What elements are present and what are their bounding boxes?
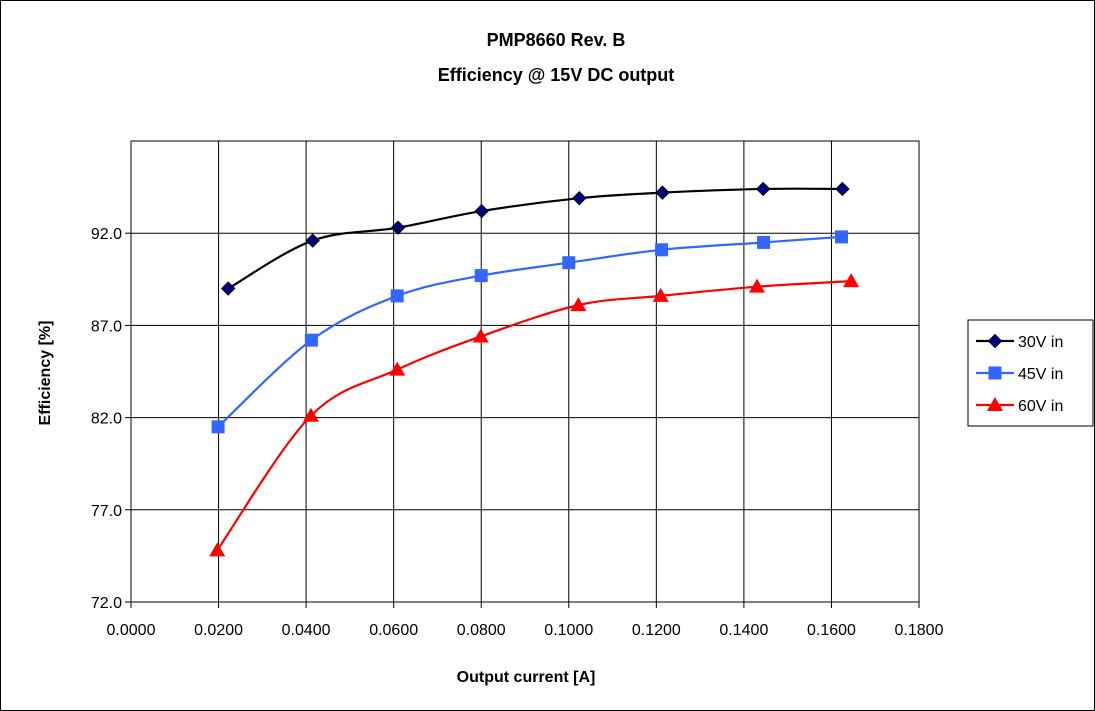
data-point (655, 243, 668, 256)
y-tick-label: 92.0 (91, 226, 122, 243)
x-tick-label: 0.1200 (632, 622, 681, 639)
x-tick-label: 0.1400 (719, 622, 768, 639)
data-point (757, 236, 770, 249)
y-axis-title: Efficiency [%] (37, 321, 54, 426)
data-point (562, 256, 575, 269)
data-point (835, 230, 848, 243)
legend-label: 60V in (1018, 398, 1063, 415)
y-tick-label: 72.0 (91, 595, 122, 612)
x-tick-label: 0.0600 (369, 622, 418, 639)
legend: 30V in 45V in 60V in (968, 320, 1093, 426)
chart-title: PMP8660 Rev. B (487, 30, 626, 50)
legend-marker (989, 367, 1002, 380)
x-tick-label: 0.1000 (544, 622, 593, 639)
y-tick-label: 77.0 (91, 503, 122, 520)
data-point (212, 420, 225, 433)
x-axis-title: Output current [A] (457, 669, 596, 686)
x-tick-label: 0.1600 (807, 622, 856, 639)
data-point (391, 289, 404, 302)
x-tick-label: 0.0200 (194, 622, 243, 639)
legend-label: 30V in (1018, 334, 1063, 351)
chart-subtitle: Efficiency @ 15V DC output (438, 65, 675, 85)
data-point (475, 269, 488, 282)
x-tick-label: 0.0400 (282, 622, 331, 639)
x-tick-label: 0.0000 (107, 622, 156, 639)
x-tick-label: 0.0800 (457, 622, 506, 639)
plot-area (131, 141, 919, 602)
x-tick-label: 0.1800 (895, 622, 944, 639)
legend-label: 45V in (1018, 366, 1063, 383)
data-point (305, 334, 318, 347)
y-tick-label: 87.0 (91, 318, 122, 335)
y-tick-label: 82.0 (91, 411, 122, 428)
